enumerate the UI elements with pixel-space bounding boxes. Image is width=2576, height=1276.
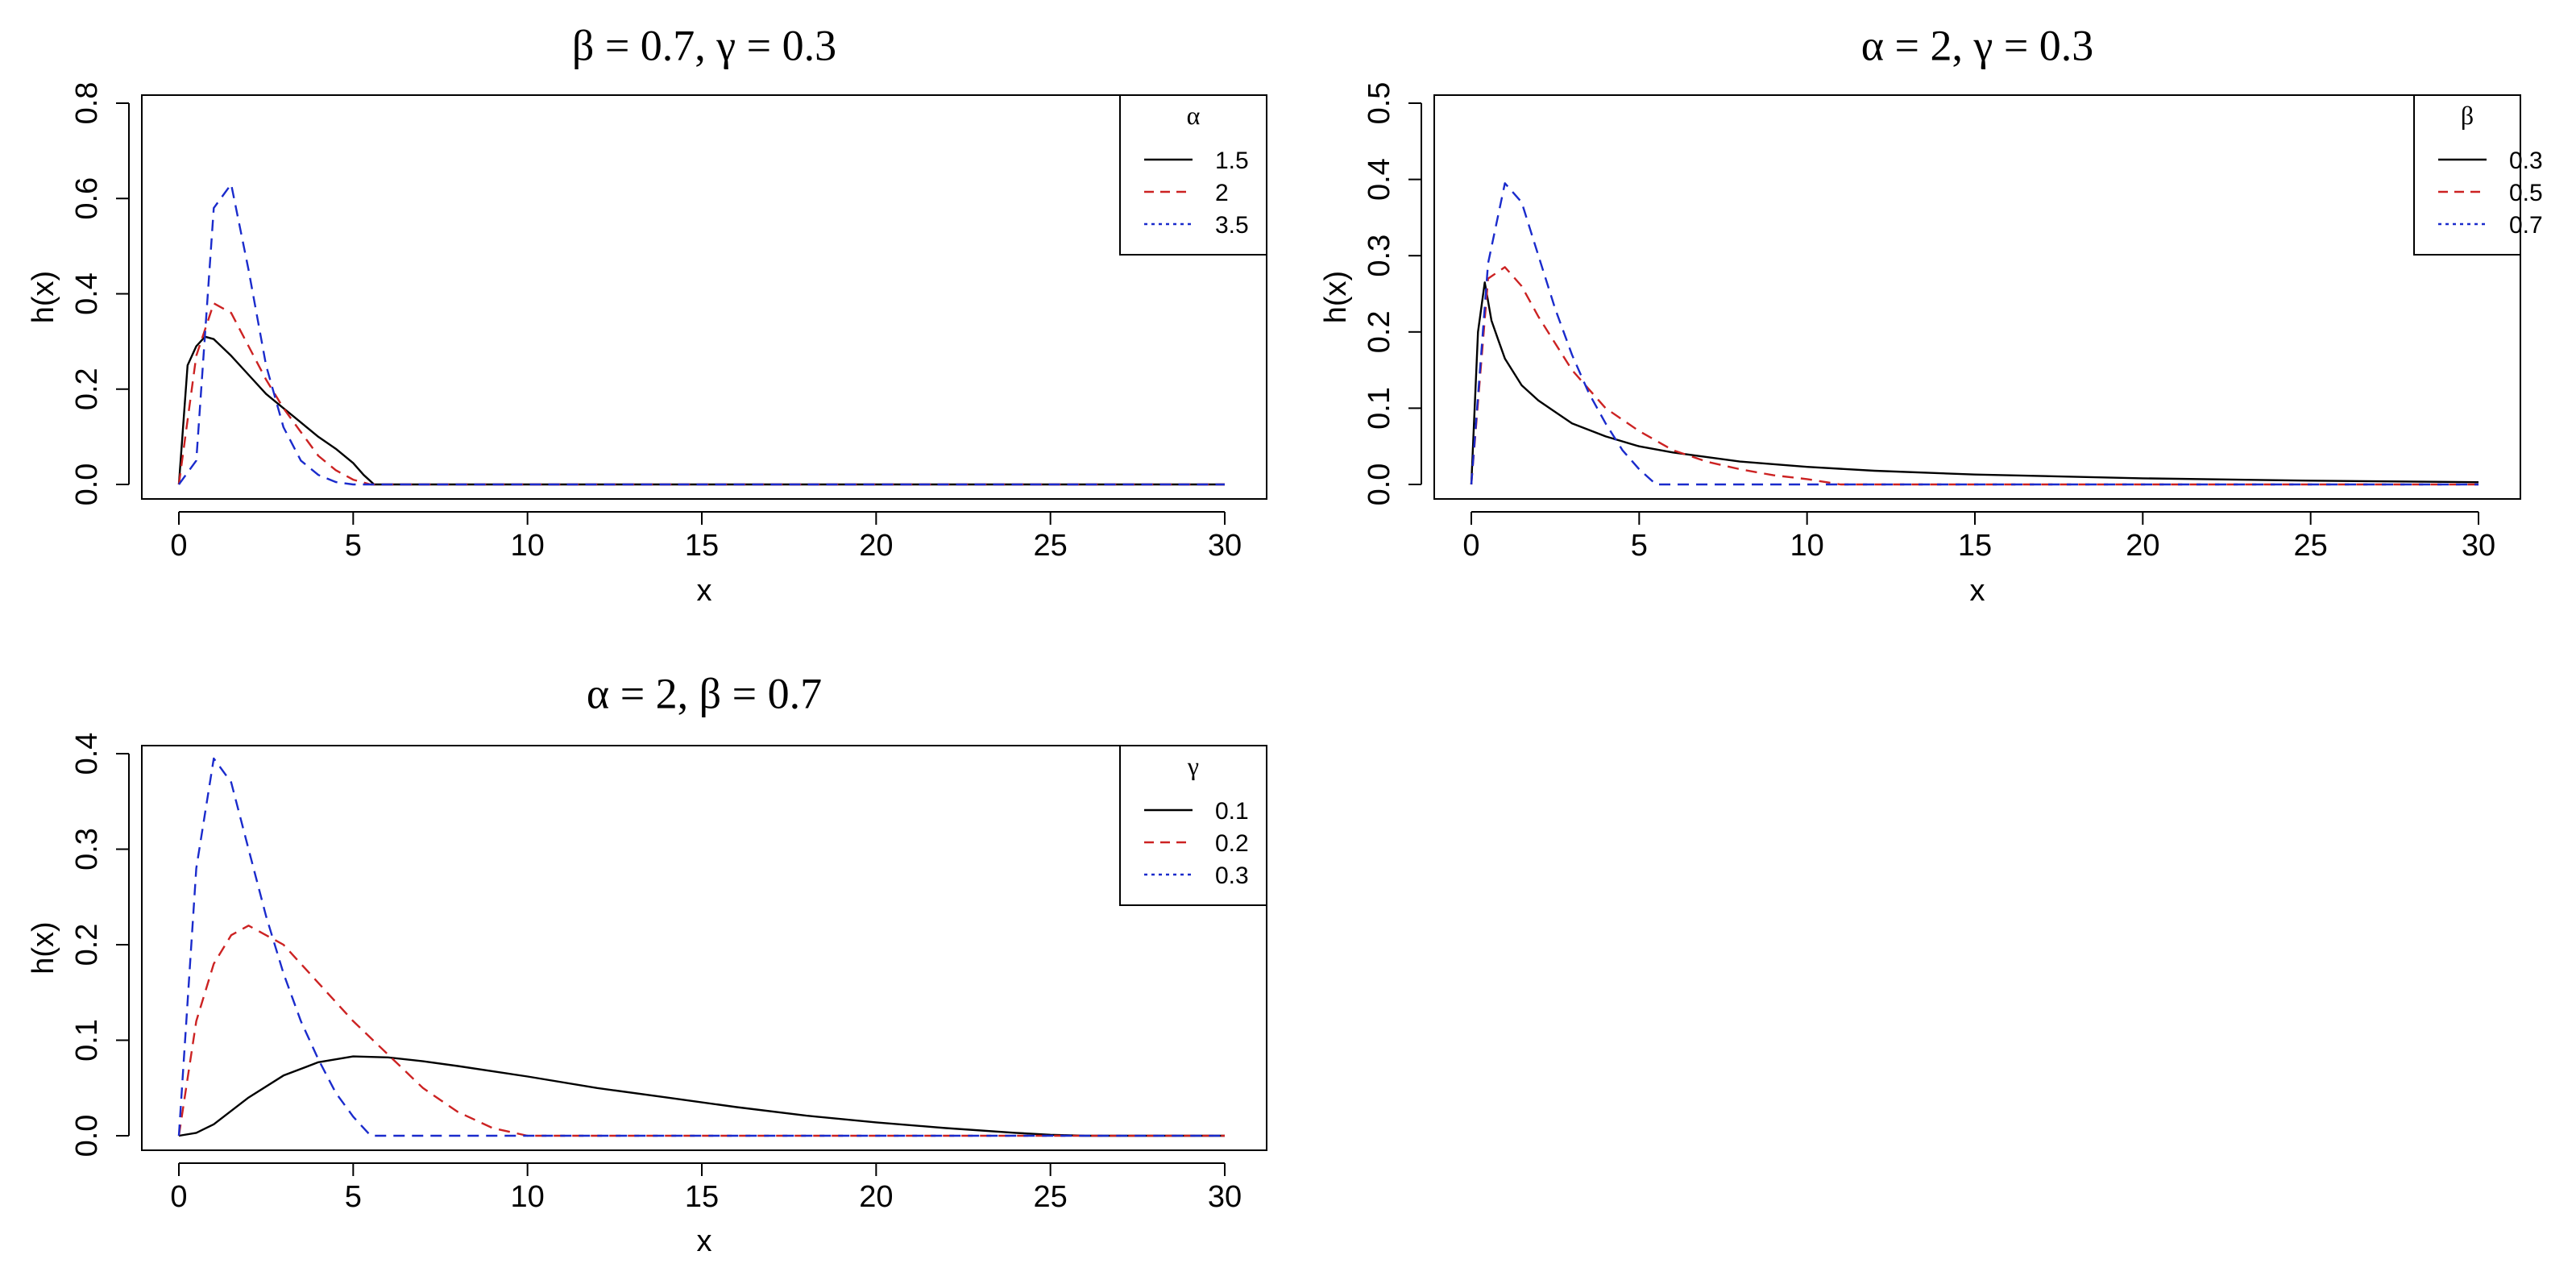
x-tick-label: 10 bbox=[1790, 529, 1824, 563]
y-tick-label: 0.4 bbox=[70, 272, 104, 315]
legend-title: β bbox=[2461, 101, 2474, 130]
legend-box bbox=[1119, 745, 1267, 906]
legend-title: γ bbox=[1187, 751, 1199, 780]
legend-title: α bbox=[1187, 101, 1201, 130]
legend-entry: 0.5 bbox=[2509, 180, 2543, 206]
y-tick-label: 0.4 bbox=[1363, 158, 1396, 201]
x-tick-label: 25 bbox=[1034, 529, 1068, 563]
x-axis: 0 5 10 15 20 25 30 bbox=[170, 1162, 1242, 1214]
x-axis-label: x bbox=[697, 574, 712, 608]
x-tick-label: 0 bbox=[170, 1180, 187, 1214]
legend-entry: 0.3 bbox=[1215, 862, 1249, 889]
x-tick-label: 15 bbox=[685, 529, 719, 563]
x-tick-label: 0 bbox=[1462, 529, 1479, 563]
chart-title: α = 2, γ = 0.3 bbox=[1861, 21, 2094, 69]
legend-entry: 0.1 bbox=[1215, 798, 1249, 825]
legend-entry: 0.3 bbox=[2509, 148, 2543, 174]
x-tick-label: 20 bbox=[859, 1180, 893, 1214]
x-tick-label: 20 bbox=[859, 529, 893, 563]
y-axis: 0.0 0.1 0.2 0.3 0.4 0.5 bbox=[1363, 82, 1422, 506]
y-tick-label: 0.5 bbox=[1363, 82, 1396, 125]
chart-panel-2: α = 2, γ = 0.30 5 10 15 20 25 30x0.00.10.20.30… bbox=[1319, 21, 2543, 608]
y-tick-label: 0.6 bbox=[70, 177, 104, 220]
x-tick-label: 25 bbox=[2294, 529, 2328, 563]
x-tick-label: 5 bbox=[345, 529, 362, 563]
x-tick-label: 20 bbox=[2126, 529, 2159, 563]
x-axis: 0 5 10 15 20 25 30 bbox=[1462, 511, 2495, 563]
x-axis-label: x bbox=[1970, 574, 1985, 608]
series-line-1.5 bbox=[177, 335, 1225, 486]
series-line-2 bbox=[177, 302, 1225, 486]
x-tick-label: 10 bbox=[511, 529, 545, 563]
series-line-0.7 bbox=[1470, 182, 2479, 486]
series-line-0.1 bbox=[178, 1055, 1225, 1137]
legend-entry: 1.5 bbox=[1215, 148, 1249, 174]
y-tick-label: 0.1 bbox=[70, 1019, 104, 1062]
series-line-0.3 bbox=[177, 757, 1225, 1137]
legend-box bbox=[1119, 94, 1267, 256]
x-axis-label: x bbox=[697, 1224, 712, 1258]
y-axis-label: h(x) bbox=[27, 921, 60, 974]
chart-title: β = 0.7, γ = 0.3 bbox=[572, 21, 836, 69]
plot-frame bbox=[141, 745, 1267, 1151]
y-tick-label: 0.4 bbox=[70, 733, 104, 775]
y-tick-label: 0.1 bbox=[1363, 387, 1396, 430]
y-axis-label: h(x) bbox=[27, 271, 60, 323]
y-tick-label: 0.0 bbox=[70, 463, 104, 506]
plot-frame bbox=[141, 94, 1267, 500]
y-tick-label: 0.3 bbox=[1363, 235, 1396, 277]
x-tick-label: 30 bbox=[2462, 529, 2495, 563]
legend-entry: 3.5 bbox=[1215, 212, 1249, 239]
legend-box bbox=[2413, 94, 2521, 256]
legend-entry: 2 bbox=[1215, 180, 1229, 206]
y-tick-label: 0.2 bbox=[70, 924, 104, 966]
x-tick-label: 30 bbox=[1208, 1180, 1242, 1214]
x-tick-label: 5 bbox=[345, 1180, 362, 1214]
x-tick-label: 0 bbox=[170, 529, 187, 563]
legend: β 0.3 0.5 0.7 bbox=[2413, 94, 2543, 256]
x-tick-label: 25 bbox=[1034, 1180, 1068, 1214]
y-tick-label: 0.3 bbox=[70, 828, 104, 871]
y-axis: 0.0 0.1 0.2 0.3 0.4 bbox=[70, 733, 130, 1158]
series-line-0.3 bbox=[1470, 281, 2479, 485]
x-tick-label: 15 bbox=[1958, 529, 1992, 563]
x-tick-label: 10 bbox=[511, 1180, 545, 1214]
legend: γ 0.1 0.2 0.3 bbox=[1119, 745, 1267, 906]
y-tick-label: 0.0 bbox=[70, 1115, 104, 1158]
series-line-3.5 bbox=[178, 183, 1225, 486]
y-tick-label: 0.8 bbox=[70, 82, 104, 125]
y-axis-label: h(x) bbox=[1319, 271, 1353, 323]
series-line-0.5 bbox=[1470, 266, 2479, 486]
y-axis: 0.0 0.2 0.4 0.6 0.8 bbox=[70, 82, 130, 506]
plot-frame bbox=[1433, 94, 2521, 500]
x-tick-label: 30 bbox=[1208, 529, 1242, 563]
y-tick-label: 0.0 bbox=[1363, 463, 1396, 506]
x-tick-label: 15 bbox=[685, 1180, 719, 1214]
x-axis: 0 5 10 15 20 25 30 bbox=[170, 511, 1242, 563]
legend-entry: 0.7 bbox=[2509, 212, 2543, 239]
chart-title: α = 2, β = 0.7 bbox=[587, 669, 822, 717]
chart-panel-3: α = 2, β = 0.70 5 10 15 20 25 30x0.00.10.20.30… bbox=[27, 669, 1267, 1258]
series-line-0.2 bbox=[177, 925, 1225, 1137]
y-tick-label: 0.2 bbox=[1363, 310, 1396, 353]
chart-panel-1: β = 0.7, γ = 0.30 5 10 15 20 25 30x0.00.20.40.… bbox=[27, 21, 1267, 608]
legend: α 1.5 2 3.5 bbox=[1119, 94, 1267, 256]
legend-entry: 0.2 bbox=[1215, 830, 1249, 857]
y-tick-label: 0.2 bbox=[70, 368, 104, 410]
x-tick-label: 5 bbox=[1631, 529, 1648, 563]
